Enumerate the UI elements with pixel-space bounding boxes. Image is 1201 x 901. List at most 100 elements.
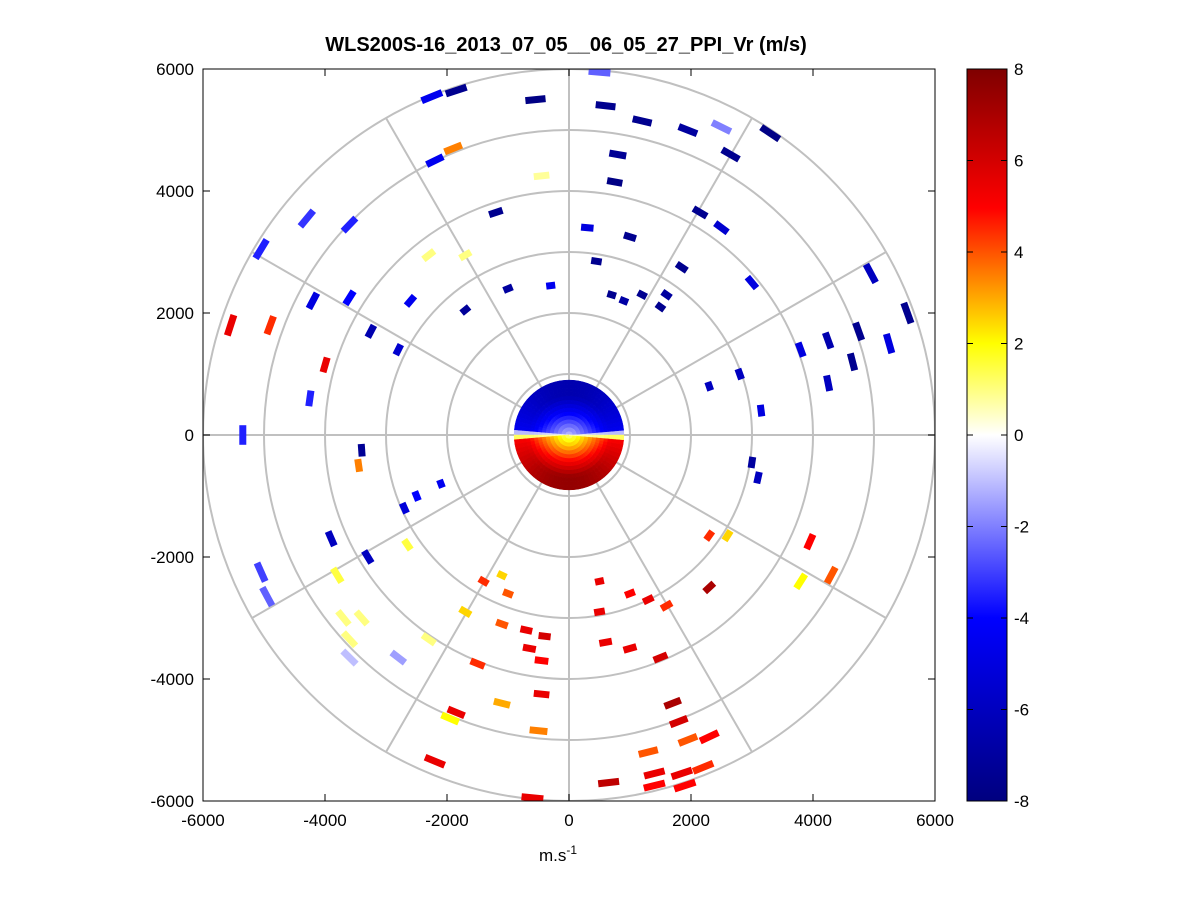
near-field-cell — [568, 387, 574, 393]
data-point — [618, 295, 630, 306]
near-field-cell — [568, 395, 573, 401]
data-point — [253, 561, 269, 583]
data-point — [392, 342, 404, 357]
data-point — [423, 753, 446, 769]
near-field-cell — [611, 434, 617, 440]
data-point — [631, 115, 653, 127]
data-point — [305, 390, 315, 407]
near-field-cell — [564, 391, 570, 397]
near-field-cell — [568, 379, 575, 385]
grid-spoke — [385, 117, 570, 436]
data-point — [519, 625, 533, 635]
data-point — [882, 332, 896, 355]
data-point — [623, 588, 636, 599]
near-field-cell — [525, 434, 531, 440]
near-field-cell — [565, 469, 570, 475]
data-point — [330, 566, 345, 585]
near-field-cell — [565, 462, 570, 467]
data-point — [259, 585, 276, 608]
near-field-cell — [566, 458, 570, 463]
near-field-cell — [568, 473, 574, 479]
data-point — [398, 501, 410, 515]
data-point — [594, 576, 605, 586]
data-point — [425, 153, 445, 168]
data-point — [753, 471, 763, 485]
chart-title: WLS200S-16_2013_07_05__06_05_27_PPI_Vr (… — [325, 34, 806, 56]
data-point — [361, 549, 375, 565]
near-field-sector — [513, 379, 625, 491]
data-point — [747, 456, 757, 469]
x-tick-label: 2000 — [672, 811, 710, 830]
near-field-cell — [517, 434, 523, 440]
near-field-cell — [517, 430, 523, 436]
y-tick-label: 6000 — [156, 60, 194, 79]
data-point — [401, 537, 414, 552]
data-point — [495, 618, 509, 630]
data-point — [353, 609, 370, 627]
data-point — [440, 711, 460, 726]
data-point — [534, 656, 549, 665]
grid-spoke — [568, 117, 753, 436]
near-field-cell — [599, 434, 605, 439]
data-point — [340, 215, 359, 234]
near-field-cell — [559, 484, 565, 490]
y-tick-label: 0 — [185, 426, 194, 445]
data-point — [643, 767, 666, 780]
near-field-cell — [573, 380, 579, 386]
grid-spoke — [568, 434, 887, 619]
data-point — [673, 778, 697, 793]
data-point — [703, 529, 716, 542]
x-tick-label: -2000 — [425, 811, 468, 830]
data-point — [597, 777, 620, 788]
near-field-cell — [525, 430, 531, 436]
data-point — [443, 141, 464, 156]
near-field-cell — [603, 437, 609, 443]
near-field-cell — [580, 434, 585, 437]
y-tick-label: -6000 — [151, 792, 194, 811]
near-field-cell — [568, 485, 575, 491]
data-point — [793, 572, 809, 591]
data-point — [822, 331, 835, 350]
near-field-cell — [561, 469, 567, 475]
data-point — [364, 323, 378, 339]
data-point — [533, 689, 550, 699]
near-field-cell — [572, 434, 578, 436]
data-point — [744, 274, 760, 291]
near-field-cell — [611, 430, 617, 436]
near-field-cell — [521, 434, 527, 440]
data-point — [502, 588, 515, 599]
data-point — [668, 715, 689, 729]
near-field-cell — [596, 434, 601, 439]
data-point — [354, 458, 364, 473]
data-point — [846, 352, 859, 372]
data-points — [223, 69, 915, 801]
data-point — [608, 149, 627, 160]
near-field-cell — [564, 481, 570, 487]
near-field-cell — [568, 477, 574, 483]
colorbar-tick-label: 6 — [1014, 152, 1023, 171]
near-field-cell — [568, 481, 574, 487]
near-field-cell — [607, 430, 613, 436]
data-point — [502, 283, 514, 294]
grid-spoke — [251, 251, 570, 436]
near-field-cell — [607, 434, 613, 440]
data-point — [794, 341, 807, 358]
data-point — [721, 528, 734, 543]
data-point — [622, 231, 637, 243]
data-point — [677, 733, 699, 747]
near-field-cell — [564, 473, 570, 479]
data-point — [652, 651, 669, 664]
colorbar-ticks: 8 6 4 2 0 -2 -4 -6 -8 — [967, 60, 1029, 811]
colorbar-tick-label: 4 — [1014, 243, 1023, 262]
near-field-cell — [564, 477, 570, 483]
x-tick-label: 0 — [564, 811, 573, 830]
near-field-cell — [571, 395, 577, 401]
x-axis: -6000 -4000 -2000 0 2000 4000 6000 — [181, 69, 954, 830]
near-field-cell — [567, 450, 570, 455]
y-tick-label: -2000 — [151, 548, 194, 567]
data-point — [713, 220, 730, 236]
near-field-cell — [566, 454, 570, 459]
data-point — [403, 293, 418, 308]
data-point — [305, 291, 321, 311]
